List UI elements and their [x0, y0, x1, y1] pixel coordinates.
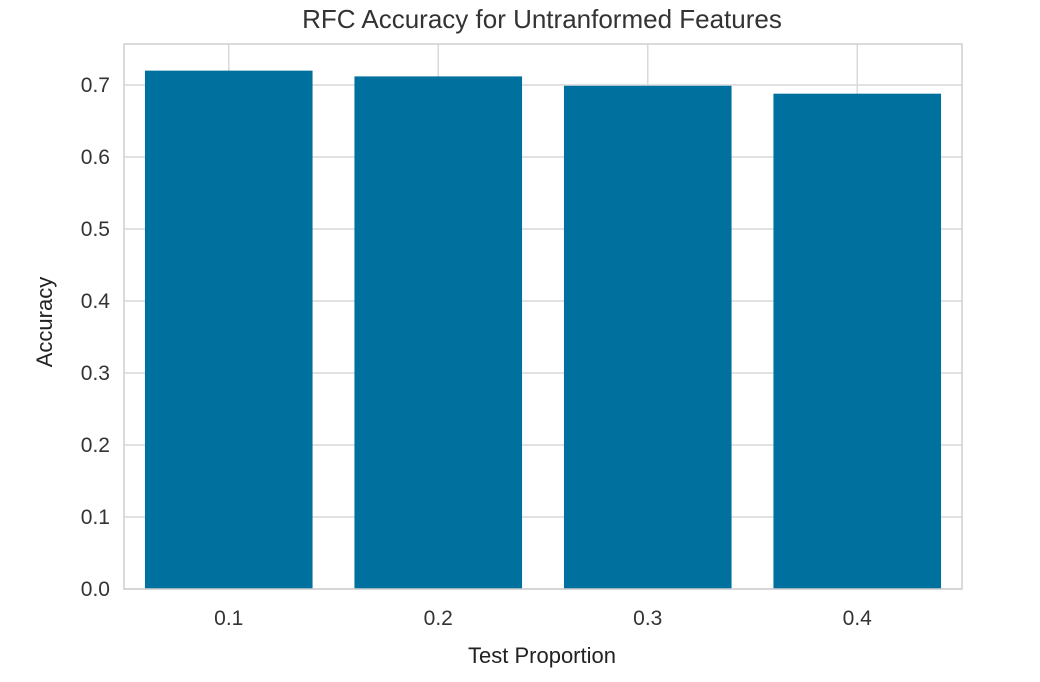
bar-0.4 [773, 93, 942, 589]
plot-frame [123, 43, 963, 590]
y-tick-label: 0.1 [81, 506, 110, 529]
x-tick-label: 0.2 [424, 607, 453, 630]
y-tick-label: 0.4 [81, 290, 111, 313]
x-axis-label: Test Proportion [468, 643, 616, 668]
bar-0.3 [563, 85, 732, 590]
bars [144, 70, 942, 590]
y-ticks: 0.0 0.1 0.2 0.3 0.4 0.5 0.6 0.7 [81, 74, 111, 601]
bar-0.1 [144, 70, 313, 589]
y-tick-label: 0.6 [81, 146, 110, 169]
y-tick-label: 0.3 [81, 362, 110, 385]
y-axis-label: Accuracy [32, 277, 57, 367]
y-tick-label: 0.0 [81, 578, 110, 601]
y-tick-label: 0.7 [81, 74, 110, 97]
x-tick-label: 0.1 [214, 607, 243, 630]
x-ticks: 0.1 0.2 0.3 0.4 [214, 607, 872, 630]
x-tick-label: 0.4 [843, 607, 873, 630]
y-tick-label: 0.2 [81, 434, 110, 457]
x-tick-label: 0.3 [633, 607, 662, 630]
y-tick-label: 0.5 [81, 218, 110, 241]
bar-0.2 [354, 76, 523, 589]
chart-title: RFC Accuracy for Untranformed Features [302, 4, 782, 34]
